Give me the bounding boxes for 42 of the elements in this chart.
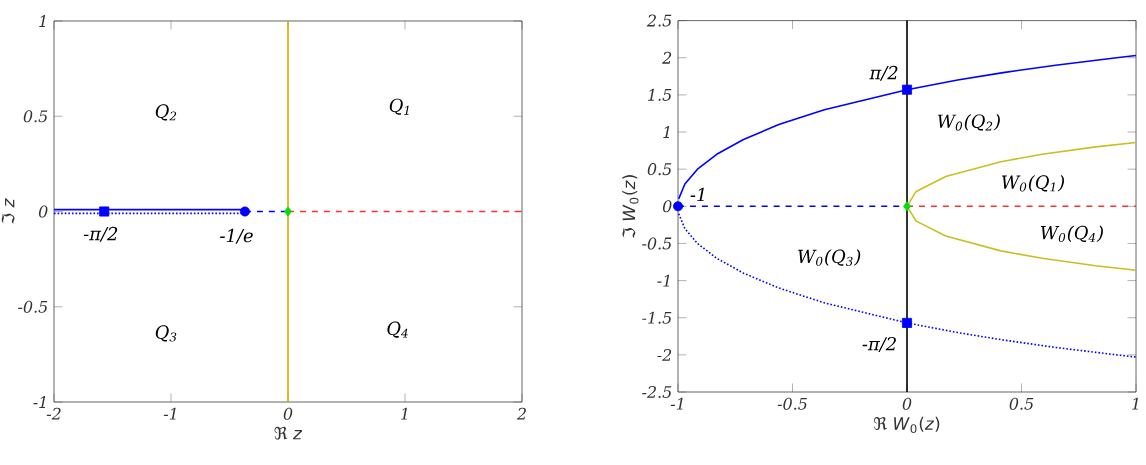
- annotation: -1: [690, 187, 704, 202]
- y-tick-label: 0.5: [647, 163, 672, 176]
- y-tick-label: 0.5: [23, 110, 48, 123]
- x-axis-title: ℜ z: [274, 426, 303, 440]
- x-tick-label: 1: [401, 407, 407, 420]
- annotation: W$_{0}$(Q$_{2}$): [937, 114, 1000, 131]
- x-tick-label: 0.5: [1009, 397, 1034, 410]
- x-tick-label: -2: [46, 407, 61, 420]
- y-tick-label: -0.5: [18, 300, 48, 313]
- annotation: -1/e: [220, 228, 253, 244]
- y-tick-label: 1: [39, 15, 46, 27]
- annotation: -π/2: [862, 336, 896, 352]
- y-tick-label: 0: [38, 205, 48, 218]
- y-tick-label: -0.5: [642, 237, 672, 250]
- x-tick-label: 0: [283, 407, 293, 420]
- y-tick-label: -2.5: [642, 385, 672, 399]
- x-axis-title: ℜ W$_{0}$(z): [874, 416, 940, 434]
- y-tick-label: -1: [657, 274, 670, 287]
- y-tick-label: 1: [663, 126, 670, 138]
- annotation: W$_{0}$(Q$_{3}$): [798, 249, 861, 266]
- y-axis-title: ℑ z: [1, 198, 15, 224]
- annotation: Q$_{4}$: [387, 321, 408, 338]
- y-tick-label: -1.5: [642, 311, 672, 324]
- x-tick-label: 2: [516, 407, 526, 420]
- annotation: Q$_{1}$: [389, 98, 409, 115]
- y-tick-label: 0: [662, 200, 672, 213]
- annotation: -π/2: [83, 226, 118, 242]
- y-tick-label: 2.5: [646, 14, 672, 27]
- y-axis-title: ℑ W$_{0}$(z): [622, 175, 639, 239]
- x-tick-label: 1: [1132, 397, 1138, 410]
- y-tick-label: 2: [662, 51, 672, 64]
- annotation: Q$_{3}$: [155, 325, 177, 342]
- annotation: π/2: [869, 65, 898, 81]
- annotation: Q$_{2}$: [155, 104, 177, 121]
- annotation: W$_{0}$(Q$_{4}$): [1040, 225, 1103, 243]
- x-tick-label: -0.5: [777, 397, 807, 410]
- annotation: W$_{0}$(Q$_{1}$): [1001, 175, 1064, 192]
- x-tick-label: -1: [163, 407, 176, 420]
- y-tick-label: 1.5: [648, 88, 672, 101]
- x-tick-label: -1: [670, 397, 683, 410]
- y-tick-label: -2: [657, 348, 672, 361]
- x-tick-label: 0: [902, 397, 912, 410]
